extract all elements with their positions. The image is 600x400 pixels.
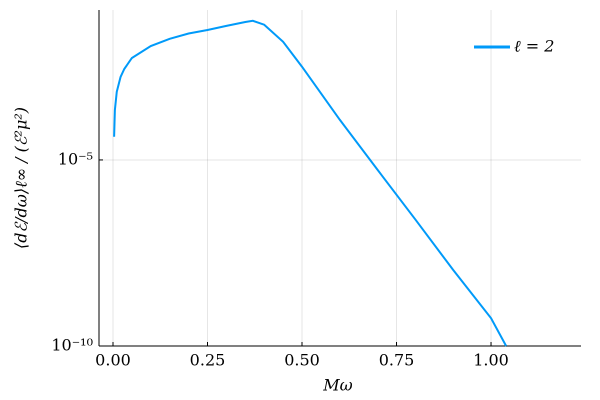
y-axis-label: ⟨dℰ/dω⟩ℓ∞ / (ℰ²μ²) xyxy=(12,107,31,249)
x-tick-label: 0.25 xyxy=(190,351,226,370)
y-tick-label: 10⁻⁵ xyxy=(58,149,93,168)
y-tick-label: 10⁻¹⁰ xyxy=(51,336,93,355)
x-tick-label: 0.75 xyxy=(379,351,415,370)
legend-label: ℓ = 2 xyxy=(514,37,554,56)
x-axis-label: Mω xyxy=(322,376,352,395)
x-tick-label: 1.00 xyxy=(473,351,509,370)
x-tick-label: 0.00 xyxy=(95,351,131,370)
line-series xyxy=(113,19,508,347)
x-tick-label: 0.50 xyxy=(284,351,320,370)
